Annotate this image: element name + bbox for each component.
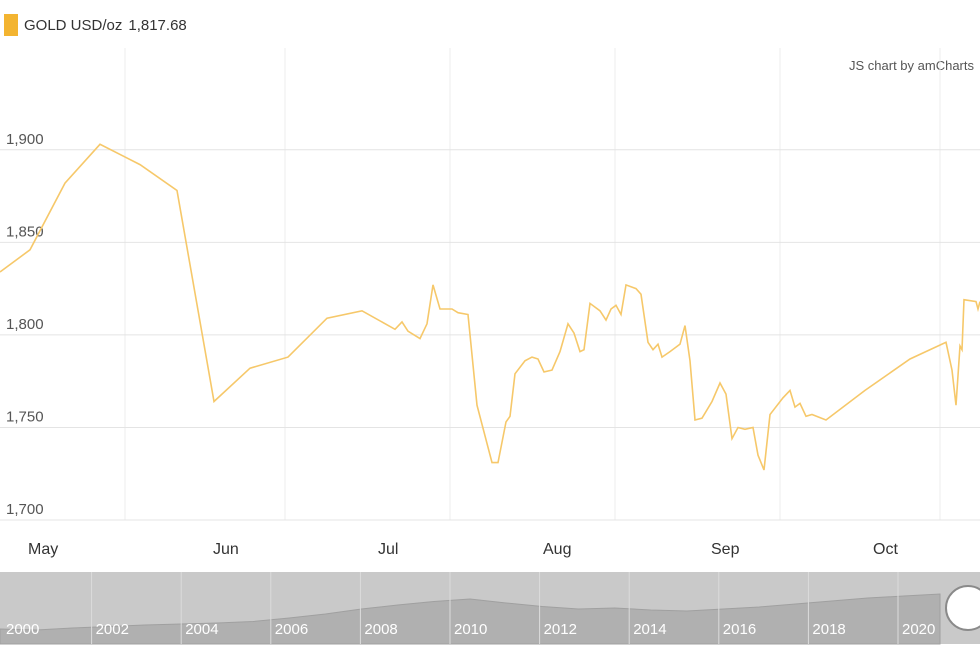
y-axis-ticks: 1,700 1,750 1,800 1,850 1,900 [6,131,44,518]
navigator-tick-label: 2012 [544,621,577,638]
y-tick-label: 1,850 [6,223,44,240]
y-tick-label: 1,700 [6,501,44,518]
navigator-handle[interactable] [945,585,980,631]
legend[interactable]: GOLD USD/oz 1,817.68 [4,12,187,38]
navigator-grid [91,572,899,644]
navigator-tick-label: 2006 [275,621,308,638]
navigator-tick-label: 2014 [633,621,666,638]
navigator-tick-label: 2020 [902,621,935,638]
horizontal-grid [0,149,980,521]
navigator-tick-label: 2002 [96,621,129,638]
navigator-area [0,593,941,645]
x-tick-label: Jun [213,541,239,558]
legend-label: GOLD USD/oz [24,16,123,34]
navigator-tick-label: 2008 [364,621,397,638]
x-tick-label: Oct [873,541,898,558]
navigator-tick-label: 2000 [6,621,39,638]
x-tick-label: Jul [378,541,398,558]
x-tick-label: Aug [543,541,571,558]
scrollbar-navigator[interactable]: 2000 2002 2004 2006 2008 2010 2012 2014 2016 2018… [0,572,980,645]
chart-credit[interactable]: JS chart by amCharts [849,58,974,73]
y-tick-label: 1,800 [6,316,44,333]
navigator-tick-label: 2010 [454,621,487,638]
x-tick-label: May [28,541,58,558]
x-axis-ticks: May Jun Jul Aug Sep Oct [28,541,898,558]
vertical-grid [124,48,941,520]
navigator-ticks: 2000 2002 2004 2006 2008 2010 2012 2014 2016 2018… [6,621,935,638]
navigator-tick-label: 2016 [723,621,756,638]
y-tick-label: 1,750 [6,408,44,425]
navigator-tick-label: 2004 [185,621,218,638]
series-line-gold[interactable] [0,143,980,471]
legend-swatch [4,14,18,36]
legend-value: 1,817.68 [128,16,187,34]
y-tick-label: 1,900 [6,131,44,148]
x-tick-label: Sep [711,541,740,558]
navigator-tick-label: 2018 [812,621,845,638]
